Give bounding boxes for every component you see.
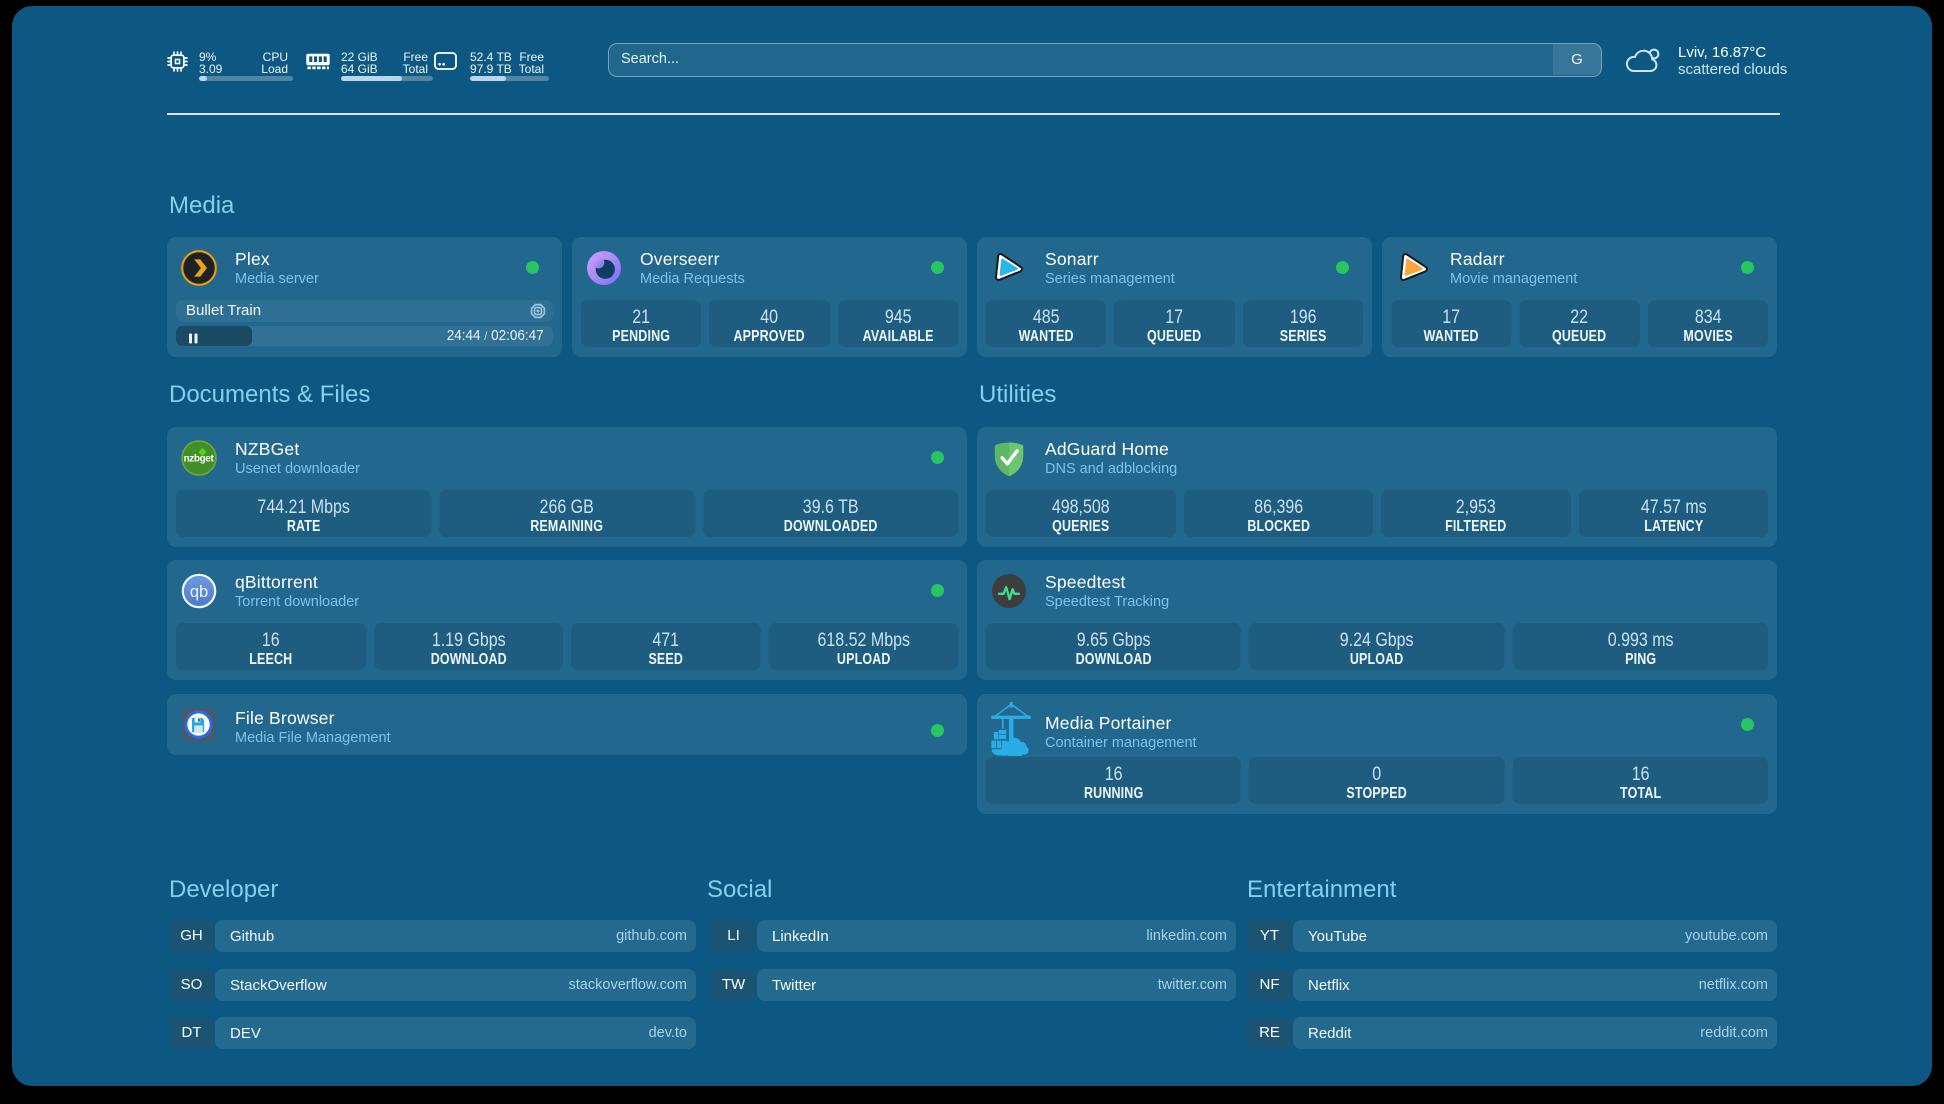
svg-text:qb: qb xyxy=(190,583,208,601)
svg-text:nzbget: nzbget xyxy=(184,454,215,465)
